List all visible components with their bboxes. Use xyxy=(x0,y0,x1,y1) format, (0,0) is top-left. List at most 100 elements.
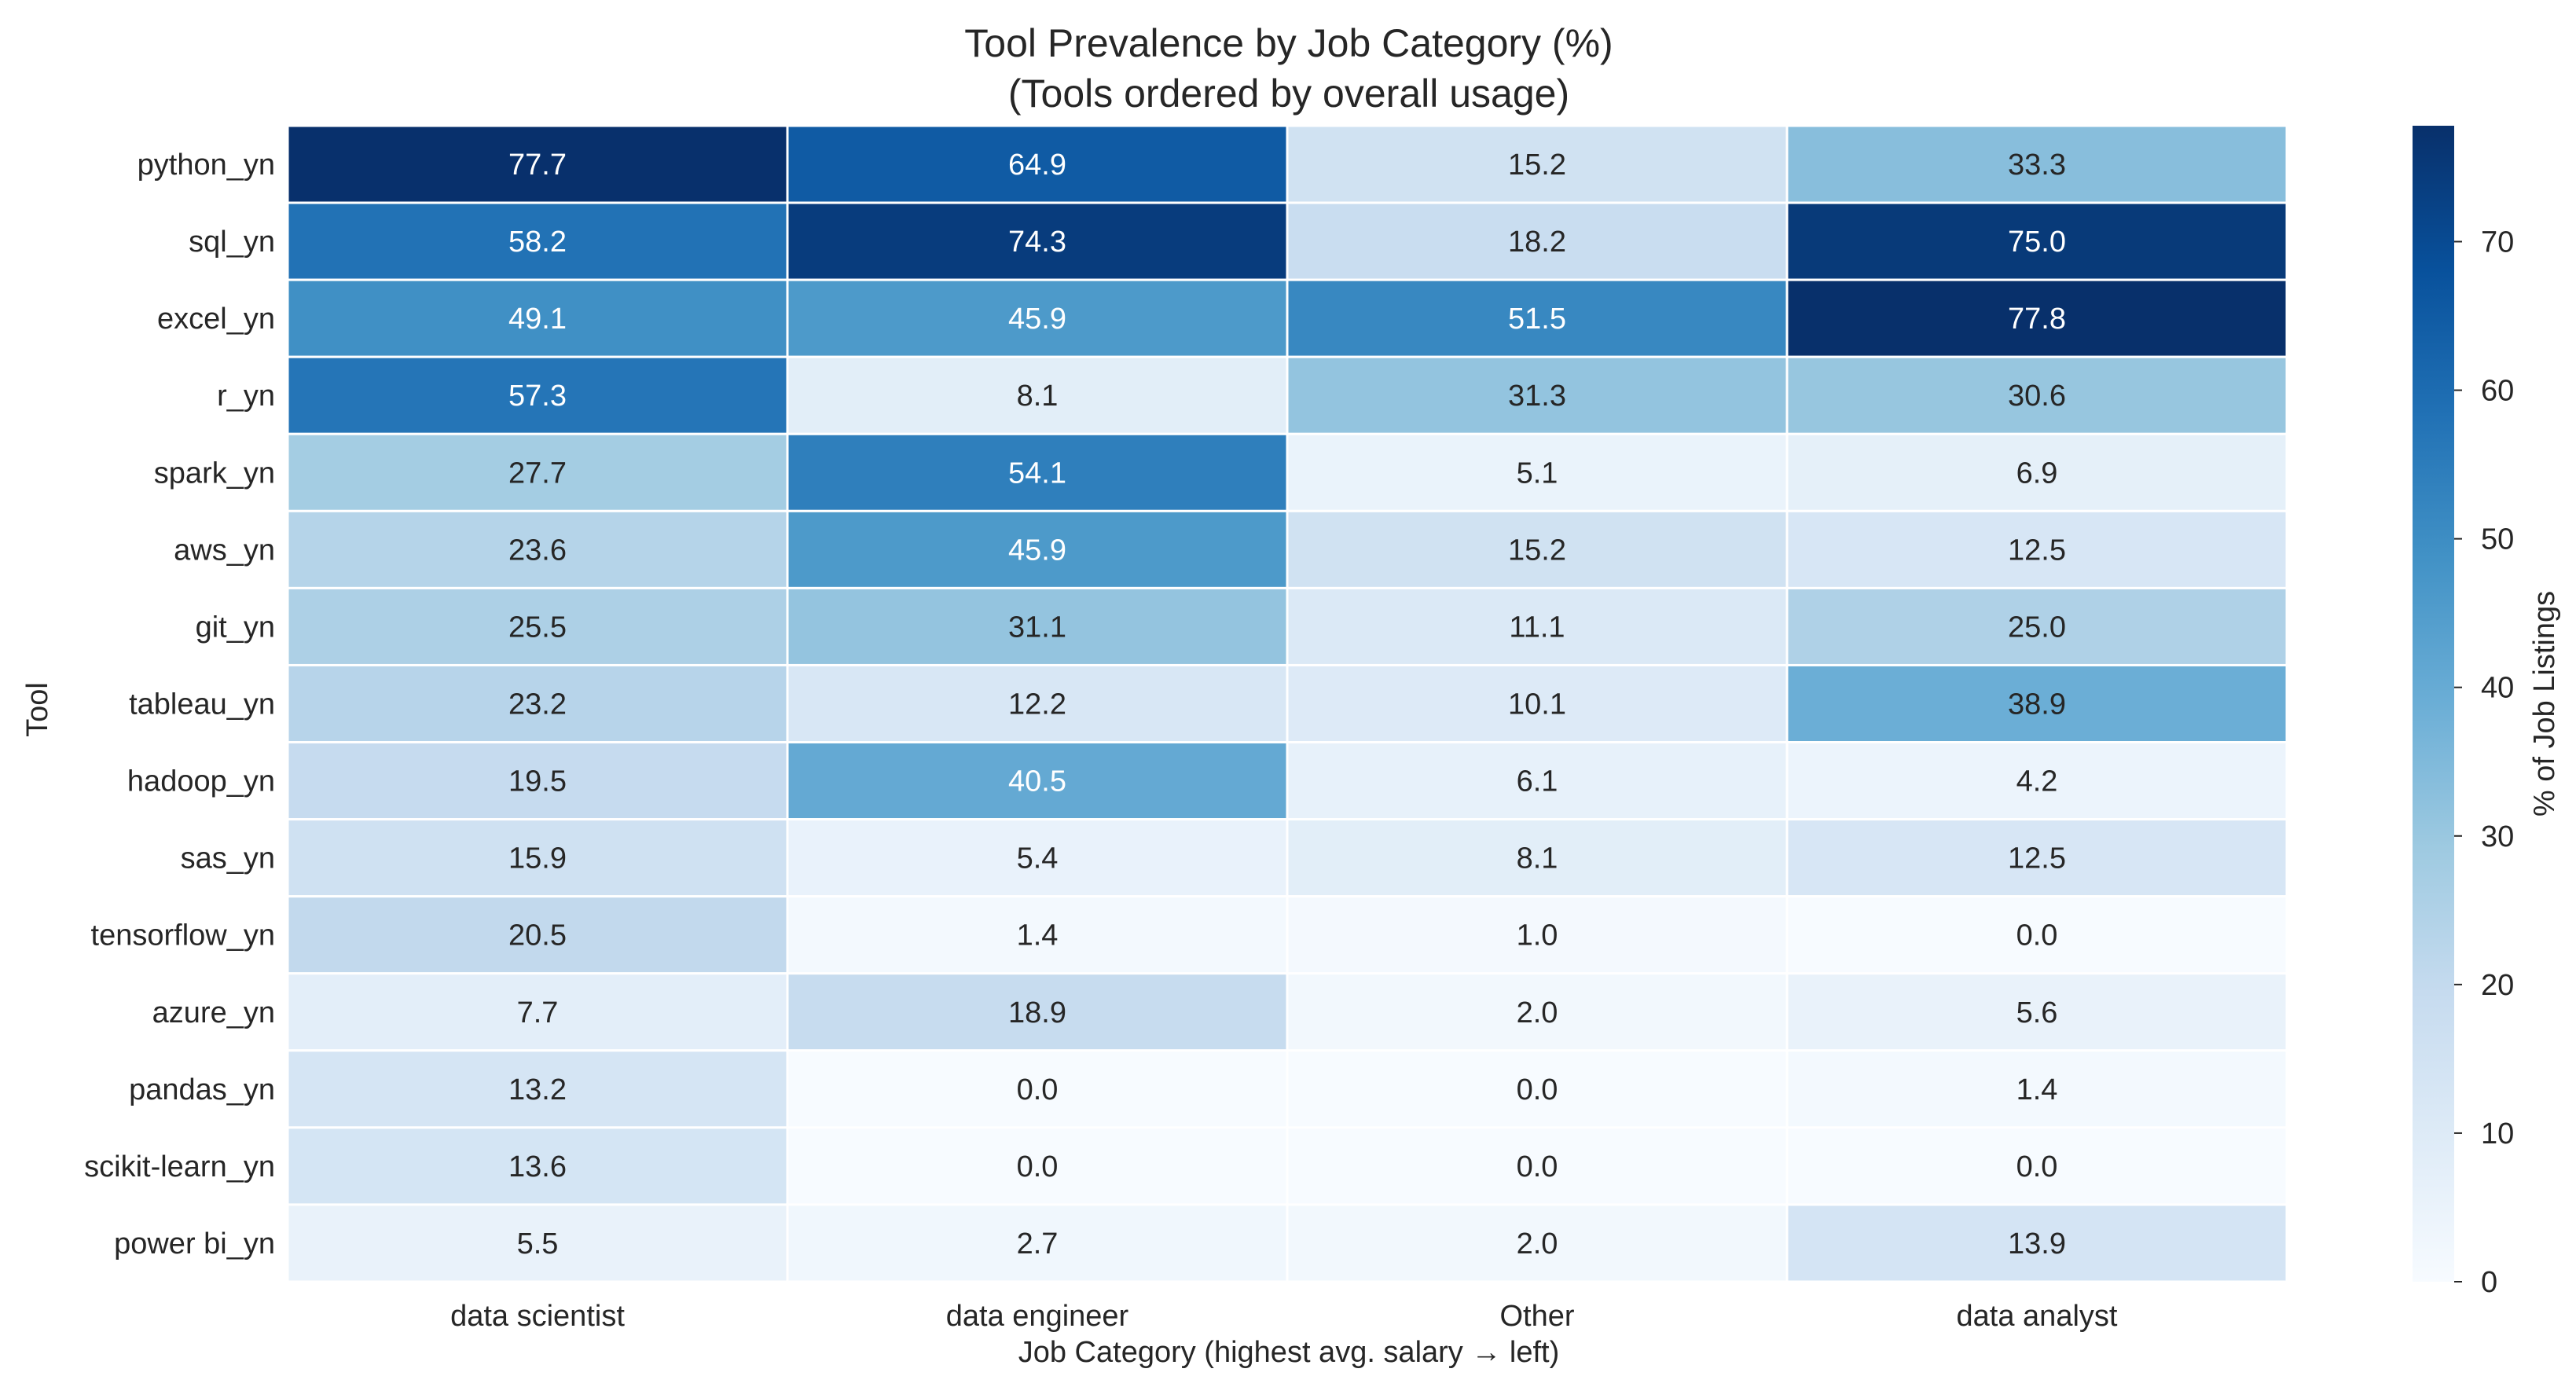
y-tick-label: sas_yn xyxy=(181,842,275,875)
cell-value-label: 75.0 xyxy=(2008,226,2066,259)
colorbar-label: % of Job Listings xyxy=(2528,591,2561,816)
cell-value-label: 5.4 xyxy=(1017,842,1059,875)
colorbar-tick-label: 50 xyxy=(2481,523,2514,556)
colorbar-tick-label: 0 xyxy=(2481,1266,2497,1299)
y-tick-label: spark_yn xyxy=(154,457,275,490)
y-axis-label: Tool xyxy=(21,682,54,737)
heatmap-cell xyxy=(1785,972,2288,1052)
heatmap-cell xyxy=(286,432,789,512)
colorbar-tick-label: 20 xyxy=(2481,969,2514,1002)
cell-value-label: 25.0 xyxy=(2008,611,2066,644)
cell-value-label: 49.1 xyxy=(508,303,567,336)
cell-value-label: 23.6 xyxy=(508,534,567,567)
cell-value-label: 0.0 xyxy=(1017,1073,1059,1106)
heatmap-cell xyxy=(1785,741,2288,821)
cell-value-label: 45.9 xyxy=(1008,303,1066,336)
y-tick-label: pandas_yn xyxy=(129,1073,275,1106)
cell-value-label: 1.0 xyxy=(1517,919,1558,952)
chart-subtitle: (Tools ordered by overall usage) xyxy=(1008,72,1569,116)
cell-value-label: 6.9 xyxy=(2016,457,2058,490)
cell-value-label: 11.1 xyxy=(1509,611,1565,644)
y-tick-label: tensorflow_yn xyxy=(91,919,275,952)
y-tick-label: tableau_yn xyxy=(129,688,275,721)
heatmap-cell xyxy=(786,895,1289,975)
cell-value-label: 74.3 xyxy=(1008,226,1066,259)
heatmap-cell xyxy=(1286,124,1789,204)
heatmap-cell xyxy=(1785,124,2288,204)
heatmap-cell xyxy=(1785,1049,2288,1129)
y-tick-label: azure_yn xyxy=(152,996,275,1029)
heatmap-cell xyxy=(286,124,789,204)
cell-value-label: 8.1 xyxy=(1517,842,1558,875)
cell-value-label: 0.0 xyxy=(1017,1150,1059,1183)
cell-value-label: 19.5 xyxy=(508,765,567,798)
y-tick-label: git_yn xyxy=(196,611,275,644)
y-tick-label: hadoop_yn xyxy=(127,765,275,798)
heatmap-cell xyxy=(286,972,789,1052)
cell-value-label: 12.2 xyxy=(1008,688,1066,721)
cell-value-label: 8.1 xyxy=(1017,380,1059,413)
heatmap-cell xyxy=(1286,663,1789,744)
colorbar: 0 10 20 30 40 50 60 70 % of Job Listings xyxy=(2413,126,2561,1299)
heatmap-cell xyxy=(786,355,1289,435)
y-tick-label: python_yn xyxy=(138,149,275,182)
heatmap-cell xyxy=(1286,432,1789,512)
x-tick-label: Other xyxy=(1499,1300,1574,1333)
heatmap-cell xyxy=(1785,586,2288,666)
heatmap-cell xyxy=(286,509,789,589)
cell-value-label: 7.7 xyxy=(517,996,559,1029)
cell-value-label: 77.7 xyxy=(508,149,567,182)
cell-value-label: 18.2 xyxy=(1508,226,1566,259)
heatmap-cell xyxy=(1286,895,1789,975)
y-tick-label: sql_yn xyxy=(189,226,275,259)
heatmap-cell xyxy=(1286,586,1789,666)
cell-value-label: 20.5 xyxy=(508,919,567,952)
y-tick-label: power bi_yn xyxy=(114,1227,275,1260)
heatmap-cell xyxy=(1286,818,1789,898)
x-tick-label: data analyst xyxy=(1957,1300,2118,1333)
heatmap-cell xyxy=(1286,509,1789,589)
cell-value-label: 12.5 xyxy=(2008,534,2066,567)
cell-value-label: 12.5 xyxy=(2008,842,2066,875)
x-tick-label: data engineer xyxy=(946,1300,1129,1333)
heatmap-cell xyxy=(1286,1126,1789,1206)
heatmap-cell xyxy=(786,124,1289,204)
heatmap-cell xyxy=(786,1049,1289,1129)
cell-value-label: 0.0 xyxy=(2016,919,2058,952)
colorbar-tick-label: 10 xyxy=(2481,1117,2514,1150)
heatmap-cell xyxy=(286,1126,789,1206)
heatmap-cell xyxy=(286,586,789,666)
cell-value-label: 23.2 xyxy=(508,688,567,721)
cell-value-label: 77.8 xyxy=(2008,303,2066,336)
cell-value-label: 5.1 xyxy=(1517,457,1558,490)
cell-value-label: 0.0 xyxy=(1517,1073,1558,1106)
cell-value-label: 2.7 xyxy=(1017,1227,1059,1260)
heatmap-cell xyxy=(1785,1203,2288,1283)
heatmap-cell xyxy=(1785,278,2288,358)
cell-value-label: 0.0 xyxy=(1517,1150,1558,1183)
colorbar-tick-label: 70 xyxy=(2481,226,2514,259)
heatmap-cells: 77.7 64.9 15.2 33.3 58.2 74.3 18.2 75.0 49.1 45.9… xyxy=(286,124,2288,1283)
heatmap-cell xyxy=(786,509,1289,589)
cell-value-label: 13.2 xyxy=(508,1073,567,1106)
cell-value-label: 6.1 xyxy=(1517,765,1558,798)
heatmap-cell xyxy=(286,818,789,898)
cell-value-label: 38.9 xyxy=(2008,688,2066,721)
cell-value-label: 5.6 xyxy=(2016,996,2058,1029)
cell-value-label: 1.4 xyxy=(1017,919,1059,952)
cell-value-label: 33.3 xyxy=(2008,149,2066,182)
heatmap-cell xyxy=(1785,201,2288,281)
x-tick-labels: data scientist data engineer Other data ana… xyxy=(450,1300,2118,1333)
cell-value-label: 64.9 xyxy=(1008,149,1066,182)
cell-value-label: 45.9 xyxy=(1008,534,1066,567)
cell-value-label: 27.7 xyxy=(508,457,567,490)
x-tick-label: data scientist xyxy=(450,1300,625,1333)
chart-title: Tool Prevalence by Job Category (%) xyxy=(964,21,1613,65)
cell-value-label: 13.6 xyxy=(508,1150,567,1183)
cell-value-label: 2.0 xyxy=(1517,1227,1558,1260)
heatmap-cell xyxy=(286,1203,789,1283)
heatmap-cell xyxy=(1785,895,2288,975)
colorbar-ticks: 0 10 20 30 40 50 60 70 xyxy=(2454,226,2514,1299)
cell-value-label: 51.5 xyxy=(1508,303,1566,336)
